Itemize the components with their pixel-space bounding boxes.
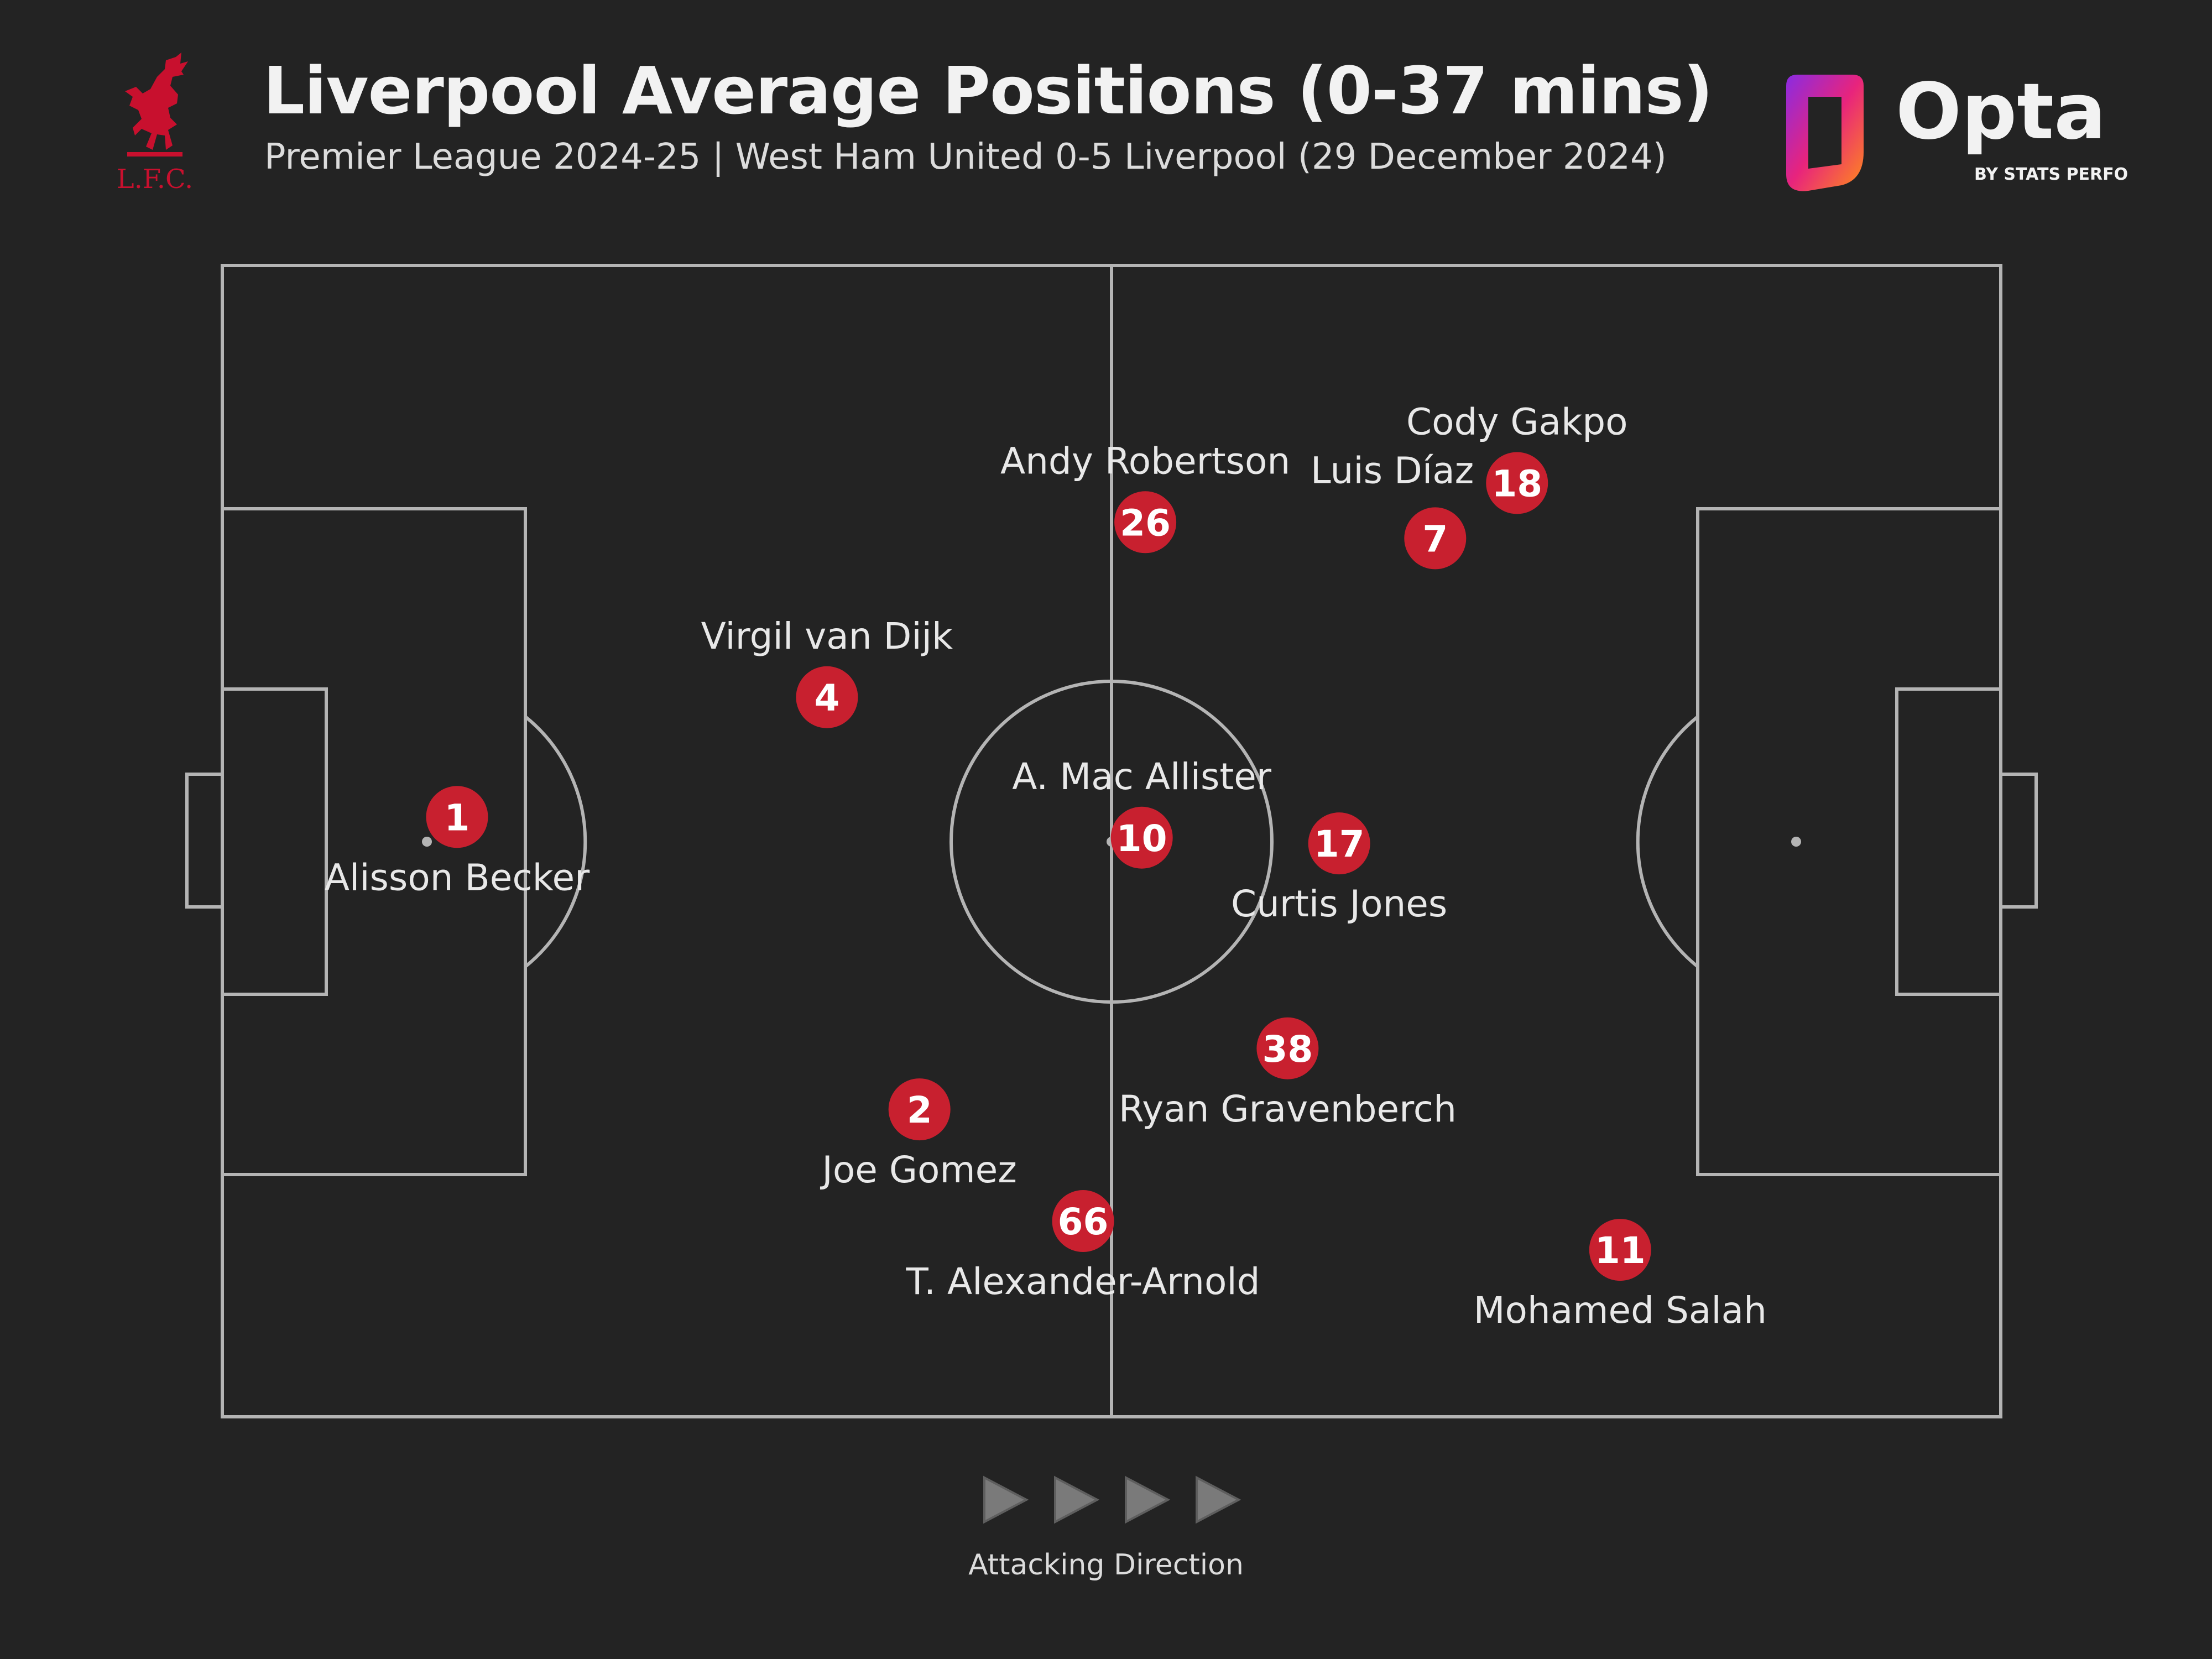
left-penalty-arc bbox=[524, 715, 587, 968]
player-name: Joe Gomez bbox=[820, 1149, 1017, 1191]
player-marker: 4 Virgil van Dijk bbox=[701, 615, 953, 728]
player-dot bbox=[1114, 491, 1177, 554]
player-name: Virgil van Dijk bbox=[701, 615, 953, 658]
player-name: Curtis Jones bbox=[1231, 883, 1447, 925]
player-name: Luis Díaz bbox=[1311, 449, 1474, 492]
player-number: 11 bbox=[1595, 1229, 1646, 1272]
player-dot bbox=[796, 666, 858, 728]
player-dot bbox=[1404, 507, 1467, 570]
player-marker: 7 Luis Díaz bbox=[1311, 449, 1474, 570]
direction-arrow-icon bbox=[983, 1475, 1029, 1524]
right-goal bbox=[1999, 773, 2038, 909]
player-marker: 66 T. Alexander-Arnold bbox=[906, 1190, 1260, 1303]
left-goal bbox=[185, 773, 224, 909]
player-name: Alisson Becker bbox=[325, 856, 590, 899]
player-number: 1 bbox=[445, 796, 470, 839]
player-marker: 10 A. Mac Allister bbox=[1012, 755, 1272, 869]
direction-arrow-icon bbox=[1125, 1475, 1171, 1524]
player-number: 38 bbox=[1262, 1028, 1313, 1071]
page-title: Liverpool Average Positions (0-37 mins) bbox=[263, 53, 1713, 129]
player-name: Cody Gakpo bbox=[1406, 400, 1627, 443]
player-marker: 2 Joe Gomez bbox=[820, 1078, 1017, 1191]
players-layer: 1 Alisson Becker 4 Virgil van Dijk 26 Andy Ro… bbox=[325, 400, 1767, 1332]
player-dot bbox=[1110, 806, 1173, 869]
player-number: 7 bbox=[1422, 518, 1448, 560]
player-name: A. Mac Allister bbox=[1012, 755, 1272, 798]
player-number: 2 bbox=[907, 1089, 932, 1131]
player-dot bbox=[1589, 1219, 1651, 1281]
player-marker: 1 Alisson Becker bbox=[325, 786, 590, 899]
direction-arrow-icon bbox=[1196, 1475, 1241, 1524]
player-marker: 26 Andy Robertson bbox=[1000, 440, 1290, 554]
right-penalty-area bbox=[1696, 507, 2002, 1176]
lfc-logo-text: L.F.C. bbox=[117, 164, 194, 195]
opta-logo: Opta BY STATS PERFORM bbox=[1786, 69, 2129, 191]
player-name: Mohamed Salah bbox=[1474, 1289, 1767, 1332]
player-number: 18 bbox=[1491, 462, 1542, 505]
player-dot bbox=[1256, 1017, 1319, 1079]
player-dot bbox=[426, 786, 488, 848]
left-six-yard-box bbox=[221, 687, 328, 996]
right-penalty-arc bbox=[1636, 715, 1699, 968]
page-subtitle: Premier League 2024-25 | West Ham United… bbox=[264, 137, 1667, 178]
player-number: 66 bbox=[1058, 1201, 1109, 1243]
right-six-yard-box bbox=[1895, 687, 2002, 996]
left-penalty-area bbox=[221, 507, 527, 1176]
opta-mark-icon bbox=[1786, 75, 1864, 191]
player-marker: 18 Cody Gakpo bbox=[1406, 400, 1627, 514]
opta-tagline: BY STATS PERFORM bbox=[1974, 165, 2129, 184]
liverpool-crest-icon: L.F.C. bbox=[117, 53, 194, 195]
player-marker: 11 Mohamed Salah bbox=[1474, 1219, 1767, 1332]
opta-wordmark: Opta bbox=[1896, 69, 2106, 157]
player-name: T. Alexander-Arnold bbox=[906, 1260, 1260, 1303]
player-number: 17 bbox=[1314, 823, 1365, 865]
player-name: Andy Robertson bbox=[1000, 440, 1290, 482]
direction-arrow-icon bbox=[1054, 1475, 1100, 1524]
player-dot bbox=[888, 1078, 951, 1141]
centre-circle bbox=[950, 680, 1274, 1004]
player-number: 10 bbox=[1117, 817, 1167, 860]
player-number: 26 bbox=[1120, 502, 1171, 544]
player-dot bbox=[1308, 812, 1370, 875]
attacking-direction-arrows bbox=[983, 1475, 1241, 1524]
player-marker: 38 Ryan Gravenberch bbox=[1119, 1017, 1457, 1130]
player-marker: 17 Curtis Jones bbox=[1231, 812, 1447, 925]
player-dot bbox=[1486, 452, 1548, 514]
player-number: 4 bbox=[814, 677, 839, 719]
player-name: Ryan Gravenberch bbox=[1119, 1088, 1457, 1130]
left-penalty-spot bbox=[422, 837, 432, 847]
right-penalty-spot bbox=[1791, 837, 1801, 847]
attacking-direction-label: Attacking Direction bbox=[968, 1548, 1244, 1582]
player-dot bbox=[1052, 1190, 1114, 1253]
